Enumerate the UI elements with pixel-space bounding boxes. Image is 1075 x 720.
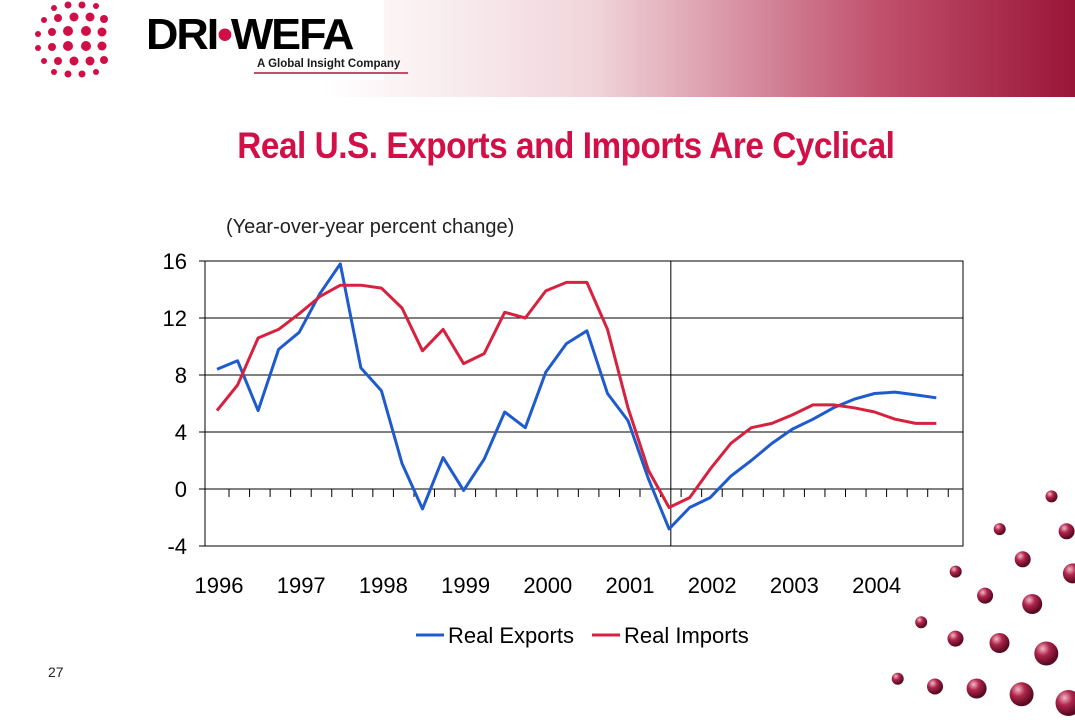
decorative-sphere bbox=[1055, 690, 1075, 716]
logo-wordmark: DRI•WEFA bbox=[146, 10, 354, 59]
decorative-sphere bbox=[977, 587, 994, 604]
x-tick-label: 2002 bbox=[688, 573, 737, 598]
x-tick-label: 1997 bbox=[277, 573, 326, 598]
legend-label: Real Imports bbox=[624, 623, 749, 648]
decorative-sphere bbox=[1045, 490, 1058, 503]
x-tick-label: 2001 bbox=[606, 573, 655, 598]
decorative-sphere bbox=[1058, 523, 1075, 540]
y-tick-label: 4 bbox=[175, 420, 187, 445]
y-tick-label: 12 bbox=[163, 306, 187, 331]
decorative-sphere bbox=[1022, 594, 1043, 614]
decorative-sphere bbox=[891, 672, 904, 685]
x-tick-label: 2000 bbox=[523, 573, 572, 598]
decorative-sphere bbox=[1062, 563, 1075, 584]
decorative-sphere bbox=[1009, 682, 1034, 707]
logo-underline bbox=[254, 72, 408, 74]
decorative-sphere bbox=[1014, 551, 1031, 568]
x-tick-label: 2003 bbox=[770, 573, 819, 598]
y-tick-label: 0 bbox=[175, 477, 187, 502]
decorative-sphere bbox=[993, 523, 1006, 536]
decorative-sphere bbox=[927, 678, 943, 695]
decorative-sphere bbox=[966, 678, 987, 699]
y-tick-label: 16 bbox=[163, 249, 187, 274]
decorative-sphere bbox=[947, 630, 964, 647]
y-tick-label: 8 bbox=[175, 363, 187, 388]
decorative-sphere bbox=[1034, 641, 1059, 666]
decorative-sphere bbox=[915, 616, 928, 629]
x-tick-label: 1998 bbox=[359, 573, 408, 598]
company-logo: DRI•WEFA A Global Insight Company bbox=[24, 0, 408, 80]
y-tick-label: -4 bbox=[167, 534, 187, 559]
decorative-sphere bbox=[949, 565, 962, 578]
series-line-real-exports bbox=[216, 262, 937, 531]
chart-subtitle: (Year-over-year percent change) bbox=[226, 216, 515, 238]
page-number: 27 bbox=[48, 664, 64, 680]
logo-dots-icon bbox=[35, 1, 108, 78]
x-tick-label: 1999 bbox=[441, 573, 490, 598]
plot-area-frame bbox=[204, 260, 964, 547]
decorative-sphere bbox=[989, 633, 1010, 653]
slide-title: Real U.S. Exports and Imports Are Cyclic… bbox=[237, 125, 895, 166]
legend-label: Real Exports bbox=[448, 623, 574, 648]
series-line-real-imports bbox=[215, 280, 937, 509]
logo-tagline: A Global Insight Company bbox=[257, 58, 401, 70]
x-tick-label: 2004 bbox=[852, 573, 901, 598]
x-tick-label: 1996 bbox=[195, 573, 244, 598]
